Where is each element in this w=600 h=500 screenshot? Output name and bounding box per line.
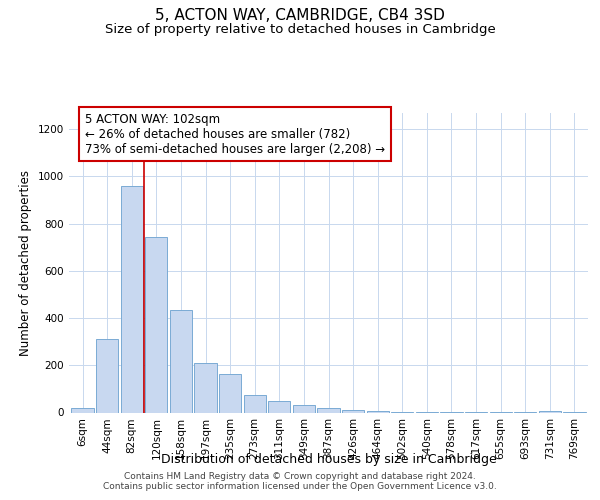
Bar	[121, 186, 143, 412]
Y-axis label: Number of detached properties: Number of detached properties	[19, 170, 32, 356]
Bar	[539, 410, 561, 412]
Bar	[145, 236, 167, 412]
Bar	[219, 374, 241, 412]
Text: Contains public sector information licensed under the Open Government Licence v3: Contains public sector information licen…	[103, 482, 497, 491]
Bar	[170, 310, 192, 412]
Bar	[342, 410, 364, 412]
Bar	[71, 408, 94, 412]
Text: 5 ACTON WAY: 102sqm
← 26% of detached houses are smaller (782)
73% of semi-detac: 5 ACTON WAY: 102sqm ← 26% of detached ho…	[85, 112, 385, 156]
Bar	[293, 404, 315, 412]
Text: Distribution of detached houses by size in Cambridge: Distribution of detached houses by size …	[161, 452, 497, 466]
Bar	[244, 395, 266, 412]
Text: Size of property relative to detached houses in Cambridge: Size of property relative to detached ho…	[104, 22, 496, 36]
Bar	[194, 363, 217, 412]
Text: Contains HM Land Registry data © Crown copyright and database right 2024.: Contains HM Land Registry data © Crown c…	[124, 472, 476, 481]
Bar	[317, 408, 340, 412]
Bar	[96, 340, 118, 412]
Bar	[268, 401, 290, 412]
Text: 5, ACTON WAY, CAMBRIDGE, CB4 3SD: 5, ACTON WAY, CAMBRIDGE, CB4 3SD	[155, 8, 445, 22]
